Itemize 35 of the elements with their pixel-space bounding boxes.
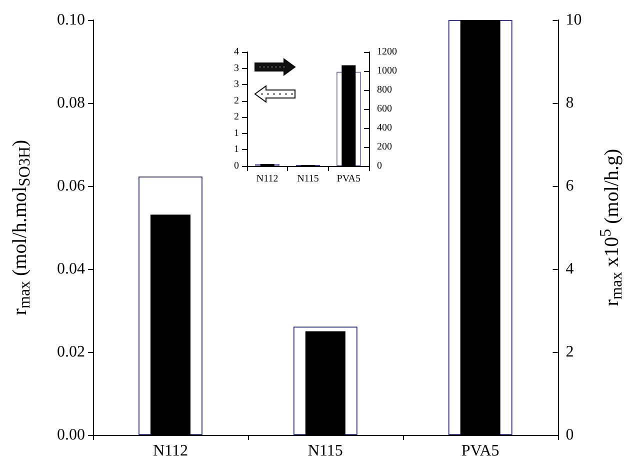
y2-tick-label: 6 — [566, 178, 574, 194]
y-tick-label: 3 — [234, 79, 239, 90]
y-axis-title: rmax (mol/h.molSO3H) — [9, 140, 34, 316]
y-tick-label: 1 — [234, 128, 239, 139]
x-tick-label: PVA5 — [461, 442, 500, 460]
y-tick-label: 2 — [234, 112, 239, 123]
y-tick-label: 0.02 — [57, 344, 85, 360]
y2-tick-label: 8 — [566, 94, 574, 112]
y2-tick-label: 0 — [566, 426, 574, 444]
y2-tick-label: 600 — [377, 104, 392, 114]
y2-tick-label: 400 — [377, 122, 392, 134]
y-tick-label: 0.04 — [57, 260, 85, 278]
y2-tick-label: 0 — [377, 160, 382, 172]
x-tick-label: N115 — [308, 442, 343, 460]
x-tick-label: N112 — [152, 442, 188, 460]
y2-tick-label: 1000 — [377, 66, 397, 76]
y-tick-label: 2 — [234, 95, 239, 106]
y-tick-label: 0.06 — [57, 178, 85, 194]
y-tick-label: 4 — [234, 46, 239, 58]
y-tick-label: 0.08 — [57, 94, 85, 112]
y2-tick-label: 1200 — [377, 46, 397, 58]
y-tick-label: 0 — [234, 160, 239, 172]
y2-tick-label: 2 — [566, 344, 574, 360]
y-tick-label: 0.00 — [57, 426, 85, 444]
y-tick-label: 3 — [234, 62, 239, 74]
x-tick-label: N112 — [256, 174, 278, 184]
x-tick-label: N115 — [297, 174, 319, 184]
y2-tick-label: 10 — [566, 12, 582, 28]
y2-tick-label: 4 — [566, 260, 574, 278]
x-tick-label: PVA5 — [336, 174, 361, 184]
y2-tick-label: 800 — [377, 84, 392, 96]
y2-axis-title: rmax x105 (mol/h.g) — [597, 148, 626, 306]
y-tick-label: 0.10 — [57, 12, 85, 28]
y2-tick-label: 200 — [377, 142, 392, 152]
y-tick-label: 1 — [234, 144, 239, 156]
